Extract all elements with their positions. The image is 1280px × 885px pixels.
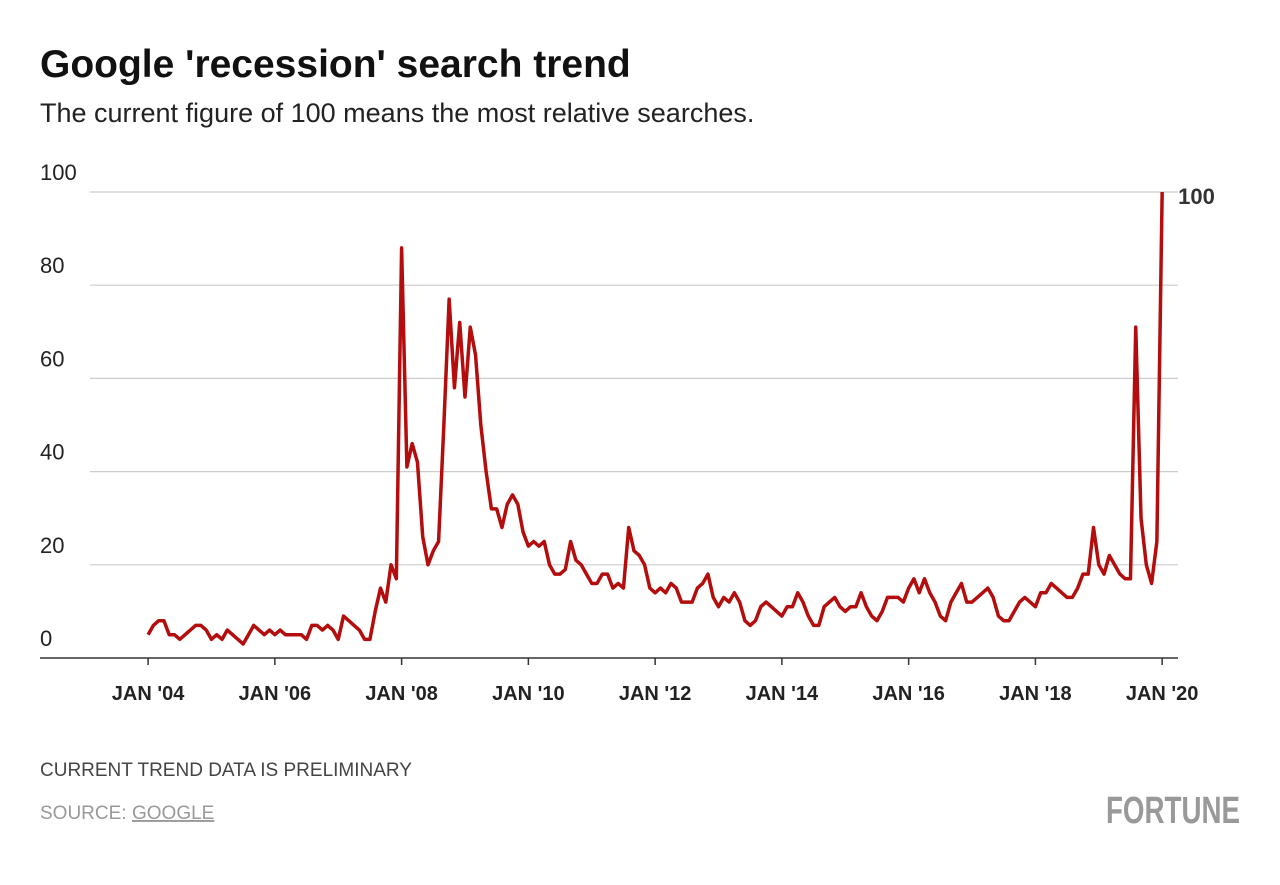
y-tick-label: 100 — [40, 160, 77, 185]
x-tick-label: JAN '12 — [619, 683, 692, 705]
x-tick-label: JAN '20 — [1126, 683, 1199, 705]
x-tick-label: JAN '10 — [492, 683, 565, 705]
x-tick-label: JAN '16 — [872, 683, 945, 705]
x-tick-label: JAN '18 — [999, 683, 1072, 705]
chart-subtitle: The current figure of 100 means the most… — [40, 98, 754, 128]
y-tick-label: 40 — [40, 440, 64, 465]
source-link[interactable]: GOOGLE — [132, 803, 214, 824]
y-tick-label: 20 — [40, 533, 64, 558]
note: CURRENT TREND DATA IS PRELIMINARY — [40, 760, 412, 781]
x-tick-label: JAN '06 — [239, 683, 312, 705]
y-tick-label: 60 — [40, 346, 64, 371]
x-tick-label: JAN '04 — [112, 683, 185, 705]
x-tick-label: JAN '14 — [746, 683, 819, 705]
chart-title: Google 'recession' search trend — [40, 43, 631, 86]
y-tick-label: 80 — [40, 253, 64, 278]
y-tick-label: 0 — [40, 626, 52, 651]
source-label: SOURCE: — [40, 803, 127, 824]
data-line — [146, 191, 1164, 646]
end-value-label: 100 — [1178, 184, 1215, 209]
x-tick-label: JAN '08 — [365, 683, 438, 705]
brand-logo: FORTUNE — [1106, 790, 1240, 832]
